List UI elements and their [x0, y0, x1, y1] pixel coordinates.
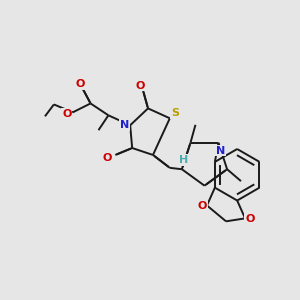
Text: O: O — [62, 109, 71, 119]
Text: H: H — [179, 155, 188, 165]
Text: O: O — [135, 81, 145, 91]
Text: S: S — [171, 108, 179, 118]
Text: O: O — [76, 79, 85, 88]
Text: N: N — [120, 120, 129, 130]
Text: O: O — [245, 214, 255, 224]
Text: N: N — [216, 146, 225, 156]
Text: O: O — [197, 202, 207, 212]
Text: O: O — [103, 153, 112, 163]
